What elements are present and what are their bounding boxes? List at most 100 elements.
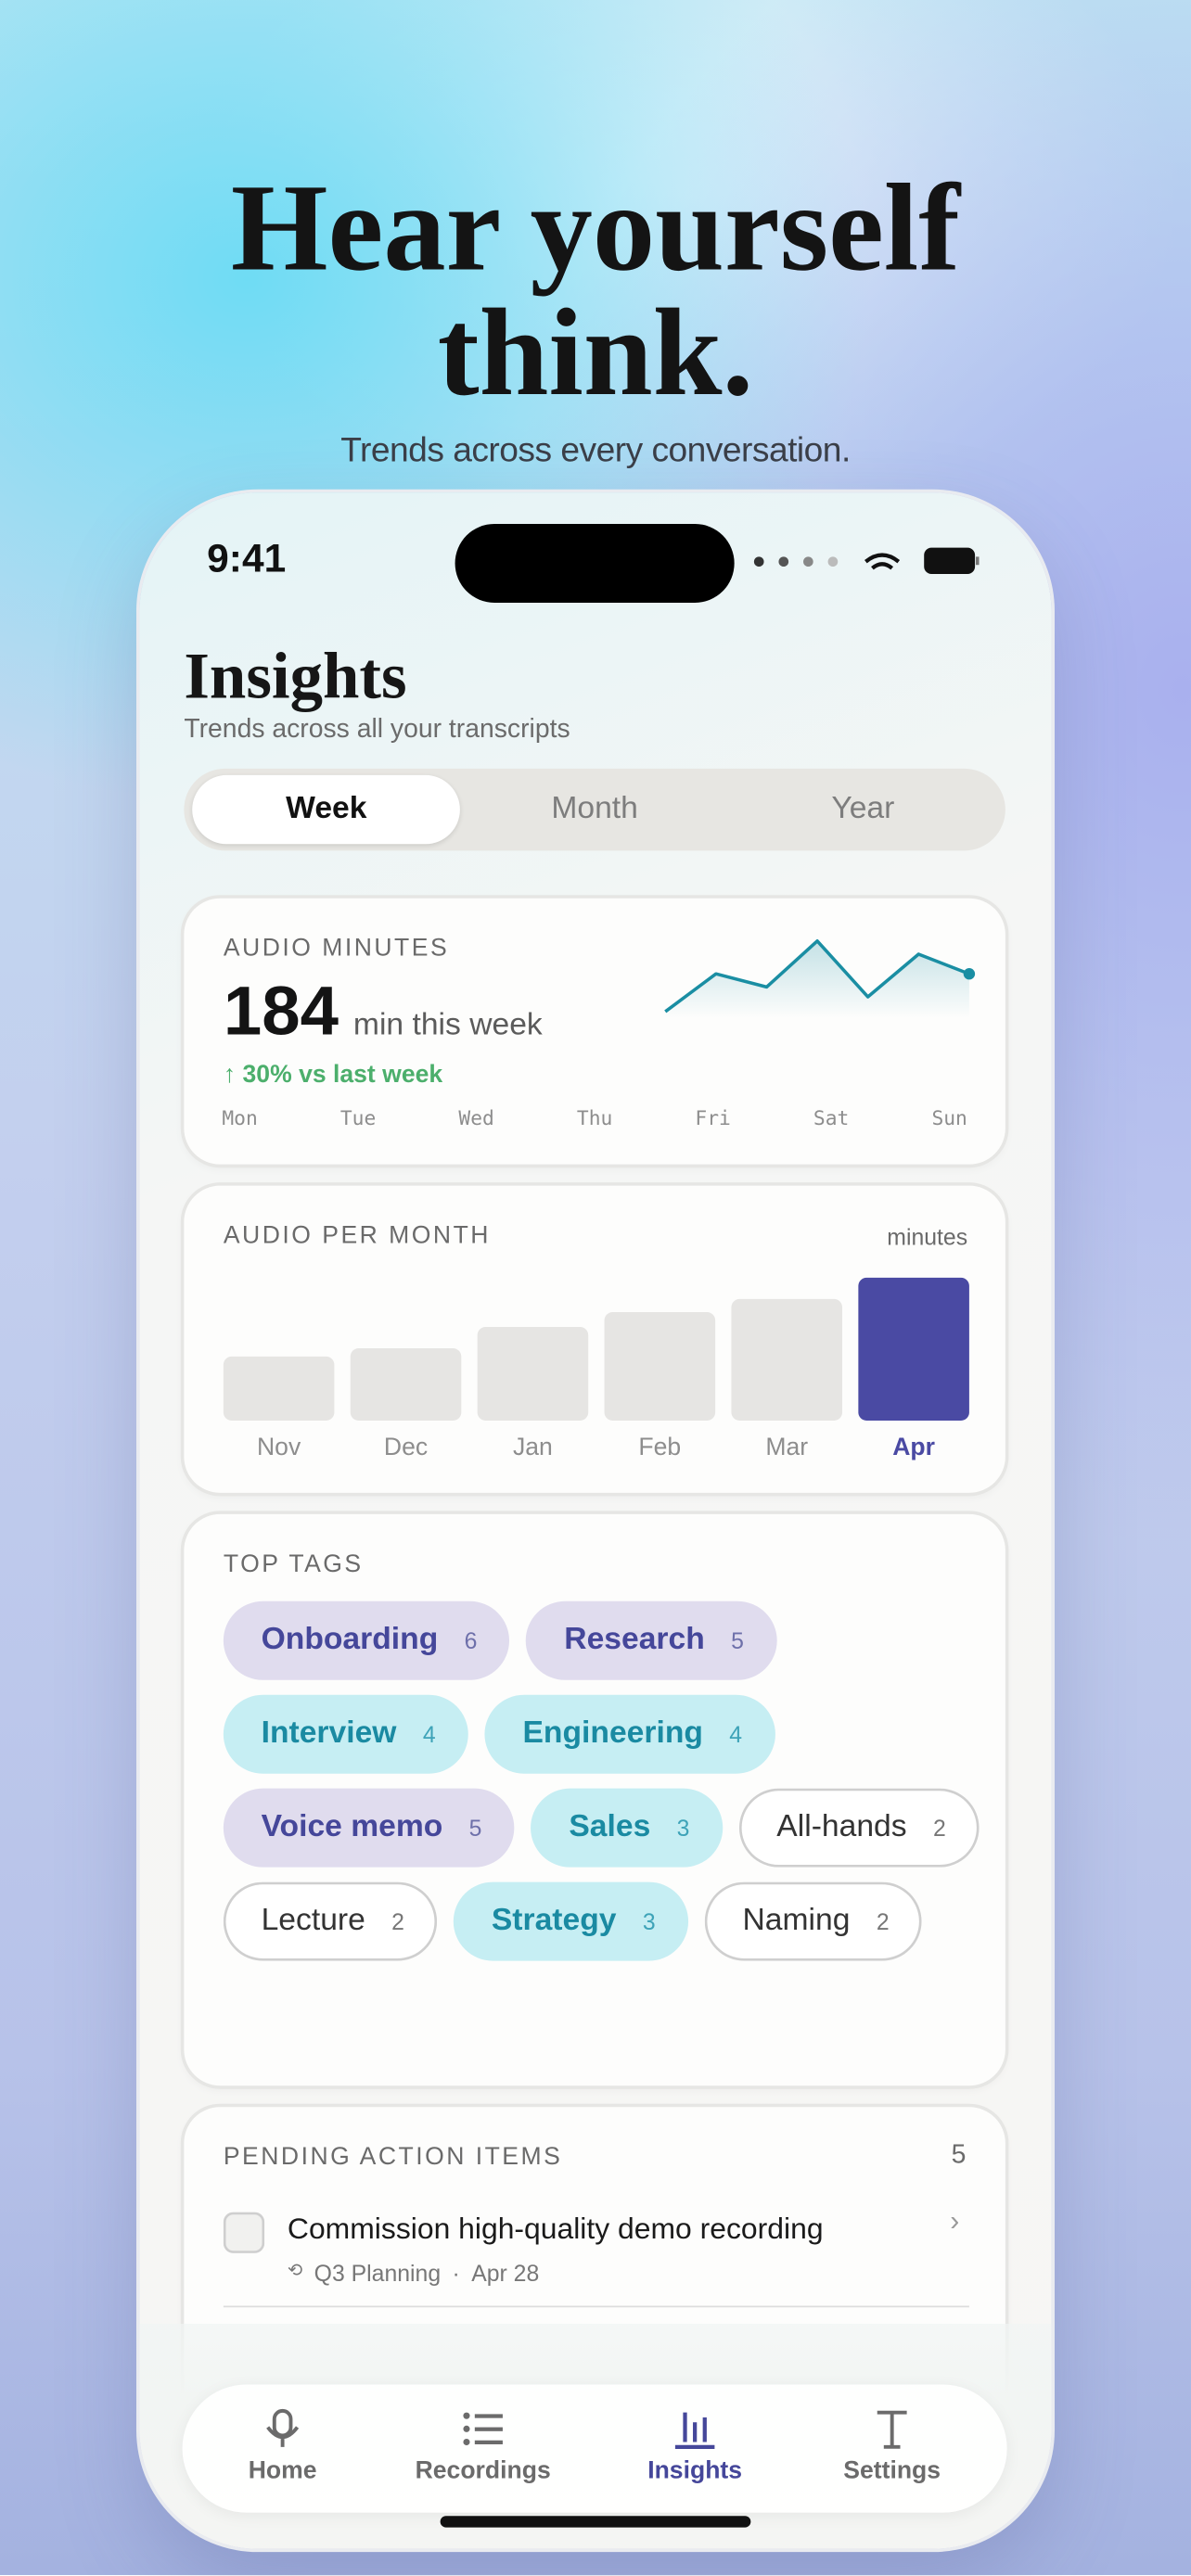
card-label: PENDING ACTION ITEMS	[223, 2143, 563, 2172]
sparkline-line	[664, 939, 970, 1014]
tag-chip[interactable]: Sales 3	[531, 1788, 723, 1868]
tab-bar: Home Recordings Insights Settings	[182, 2384, 1007, 2513]
status-icons	[753, 547, 980, 574]
tag-count: 4	[729, 1721, 743, 1748]
bar-chart	[223, 1277, 969, 1421]
status-time: 9:41	[207, 537, 287, 581]
hero-subtitle: Trends across every conversation.	[340, 431, 851, 470]
sparkline	[664, 939, 976, 1019]
hero-title-line: Hear yourself	[230, 159, 961, 298]
bar	[477, 1326, 589, 1421]
checkbox[interactable]	[223, 2212, 265, 2253]
tag-name: Engineering	[522, 1715, 703, 1751]
tab[interactable]: Settings	[793, 2407, 991, 2485]
day-label: Wed	[458, 1106, 494, 1130]
action-date: Apr 28	[471, 2259, 540, 2287]
tab-icon	[674, 2412, 715, 2449]
insights-title: Insights	[184, 638, 407, 713]
bar	[604, 1312, 716, 1421]
tag-chip[interactable]: Lecture 2	[223, 1881, 438, 1961]
tag-chip[interactable]: Onboarding 6	[223, 1600, 510, 1680]
tab-icon	[877, 2410, 907, 2449]
action-source: Q3 Planning	[314, 2259, 442, 2287]
tab[interactable]: Recordings	[384, 2407, 582, 2485]
sparkline-area	[665, 940, 969, 1019]
sparkline-end	[963, 968, 976, 980]
dynamic-island	[455, 523, 735, 603]
divider	[223, 2305, 969, 2308]
tab-label: Home	[248, 2456, 317, 2485]
tag-name: Interview	[261, 1715, 397, 1751]
tag-list: Onboarding 6 Research 5 Interview 4 Engineerin…	[223, 1600, 980, 1961]
insights-subtitle: Trends across all your transcripts	[184, 716, 570, 745]
tab[interactable]: Insights	[596, 2407, 794, 2485]
month-label: Dec	[383, 1434, 429, 1462]
tab-label: Settings	[843, 2456, 941, 2485]
month-label: Nov	[257, 1434, 301, 1462]
tag-chip[interactable]: Research 5	[526, 1600, 777, 1680]
tag-count: 2	[876, 1907, 890, 1935]
segment[interactable]: Year	[831, 791, 895, 826]
tag-name: Voice memo	[261, 1809, 443, 1844]
chevron[interactable]: ›	[950, 2205, 960, 2238]
day-label: Mon	[222, 1106, 258, 1130]
tag-chip[interactable]: Voice memo 5	[223, 1788, 515, 1868]
action-title[interactable]: Commission high-quality demo recording	[287, 2212, 824, 2245]
tag-name: Research	[564, 1622, 705, 1657]
minutes-change: ↑ 30% vs last week	[223, 1061, 443, 1090]
tab[interactable]: Home	[184, 2407, 381, 2485]
segment[interactable]: Month	[551, 791, 638, 826]
month-label: Apr	[892, 1434, 936, 1462]
hero-title-line: think.	[437, 284, 754, 423]
tab-icon	[266, 2408, 300, 2447]
card-label: AUDIO PER MONTH	[223, 1221, 491, 1250]
minutes-row: 184 min this week	[224, 972, 543, 1051]
tab-icon	[463, 2412, 503, 2446]
tab-label: Insights	[647, 2456, 743, 2485]
tags-card: TOP TAGS Onboarding 6 Research 5 Interview 4 E…	[184, 1513, 1005, 2086]
month-label: Feb	[638, 1434, 682, 1462]
tag-count: 2	[391, 1907, 404, 1935]
day-label: Thu	[576, 1106, 613, 1130]
day-label: Fri	[695, 1106, 731, 1130]
bar	[731, 1298, 843, 1421]
action-meta: ⟲ Q3 Planning · Apr 28	[288, 2260, 539, 2286]
segment[interactable]: Week	[192, 774, 461, 845]
tag-name: Strategy	[491, 1903, 617, 1938]
day-label: Sun	[931, 1106, 967, 1130]
day-label: Tue	[339, 1106, 377, 1130]
tag-name: Naming	[742, 1903, 851, 1938]
tag-chip[interactable]: Interview 4	[223, 1694, 469, 1774]
unit-label: minutes	[887, 1223, 968, 1250]
tag-name: Sales	[569, 1809, 651, 1844]
separator: ·	[452, 2259, 460, 2287]
tab-label: Recordings	[415, 2456, 551, 2485]
day-label: Sat	[813, 1106, 850, 1130]
home-indicator	[440, 2516, 751, 2528]
month-label: Jan	[513, 1434, 553, 1462]
tag-chip[interactable]: Naming 2	[704, 1881, 923, 1961]
source-icon: ⟲	[287, 2261, 303, 2281]
month-label: Mar	[765, 1434, 809, 1462]
tag-name: Onboarding	[261, 1622, 439, 1657]
bar	[350, 1348, 462, 1421]
bar	[858, 1277, 969, 1421]
tag-chip[interactable]: Engineering 4	[484, 1694, 775, 1774]
bar	[223, 1356, 335, 1421]
segmented-control: Week Month Year	[184, 768, 1005, 851]
tag-name: Lecture	[261, 1903, 365, 1938]
tag-count: 4	[422, 1721, 436, 1748]
tag-count: 6	[464, 1627, 478, 1654]
minutes-card: AUDIO MINUTES 184 min this week ↑ 30% vs…	[184, 898, 1005, 1165]
tag-count: 5	[731, 1627, 744, 1654]
tag-count: 3	[642, 1907, 656, 1935]
tag-chip[interactable]: All-hands 2	[738, 1788, 980, 1868]
tag-count: 3	[676, 1814, 690, 1842]
monthly-card: AUDIO PER MONTH minutes Nov Dec Jan Feb Mar A…	[184, 1185, 1005, 1493]
tag-chip[interactable]: Strategy 3	[454, 1881, 689, 1961]
card-label: TOP TAGS	[223, 1549, 364, 1578]
minutes-value: 184	[223, 972, 339, 1050]
